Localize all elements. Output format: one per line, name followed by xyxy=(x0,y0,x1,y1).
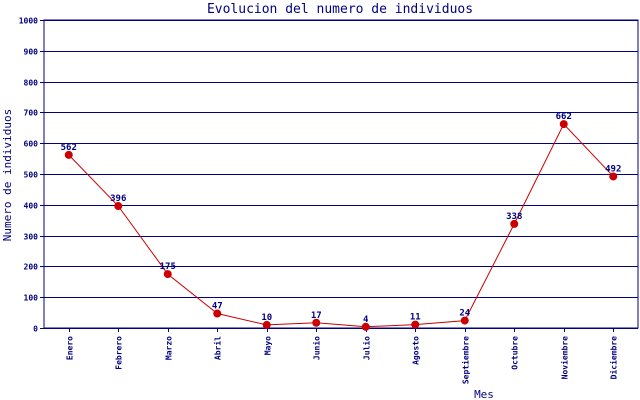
x-tick-label: Junio xyxy=(312,336,322,360)
y-tick-label: 800 xyxy=(24,79,39,88)
data-label: 17 xyxy=(311,311,322,321)
y-tick-label: 200 xyxy=(24,263,39,272)
data-point xyxy=(64,150,73,159)
data-point xyxy=(213,309,222,318)
data-label: 562 xyxy=(61,143,77,153)
y-tick-label: 0 xyxy=(33,325,38,334)
x-tick-label: Abril xyxy=(213,336,223,360)
x-axis-label: Mes xyxy=(474,388,494,400)
data-label: 492 xyxy=(605,164,621,174)
y-tick-label: 1000 xyxy=(19,17,38,26)
data-point xyxy=(460,316,469,325)
y-tick-label: 400 xyxy=(24,202,39,211)
data-label: 4 xyxy=(363,315,369,325)
x-tick-label: Septiembre xyxy=(461,336,471,384)
x-tick-label: Noviembre xyxy=(560,336,570,380)
x-tick-label: Enero xyxy=(66,336,75,360)
y-tick-label: 900 xyxy=(24,48,39,57)
axes xyxy=(40,19,639,332)
data-point xyxy=(609,172,618,181)
x-tick-label: Julio xyxy=(362,336,372,360)
x-tick-label: Febrero xyxy=(115,336,124,370)
data-label: 10 xyxy=(261,313,272,323)
data-point xyxy=(262,320,271,329)
chart-title: Evolucion del numero de individuos xyxy=(207,2,473,17)
x-tick-label: Mayo xyxy=(264,336,273,355)
data-label: 338 xyxy=(506,212,522,222)
data-label: 11 xyxy=(410,313,421,323)
data-label: 175 xyxy=(160,262,176,272)
x-tick-label: Agosto xyxy=(412,336,421,365)
data-label: 24 xyxy=(459,309,470,319)
data-point xyxy=(559,120,568,129)
data-point xyxy=(114,202,123,211)
y-tick-label: 100 xyxy=(24,294,39,303)
y-tick-label: 700 xyxy=(24,109,39,118)
data-point xyxy=(361,322,370,331)
series xyxy=(64,120,618,331)
grid xyxy=(44,20,638,329)
y-tick-label: 500 xyxy=(24,171,39,180)
x-tick-label: Diciembre xyxy=(609,336,619,380)
y-tick-label: 600 xyxy=(24,140,39,149)
y-tick-label: 300 xyxy=(24,233,39,242)
data-point xyxy=(411,320,420,329)
labels: 0 100 200 300 400 500 600 700 800 900 1000 Enero Feb… xyxy=(19,17,622,385)
data-label: 662 xyxy=(556,112,572,122)
x-tick-label: Octubre xyxy=(511,336,520,370)
data-point xyxy=(312,318,321,327)
data-point xyxy=(163,270,172,279)
data-label: 396 xyxy=(110,194,126,204)
x-tick-label: Marzo xyxy=(165,336,174,360)
y-axis-label: Numero de individuos xyxy=(1,109,14,241)
data-point xyxy=(510,219,519,228)
series-line xyxy=(68,123,614,328)
data-label: 47 xyxy=(212,302,223,312)
